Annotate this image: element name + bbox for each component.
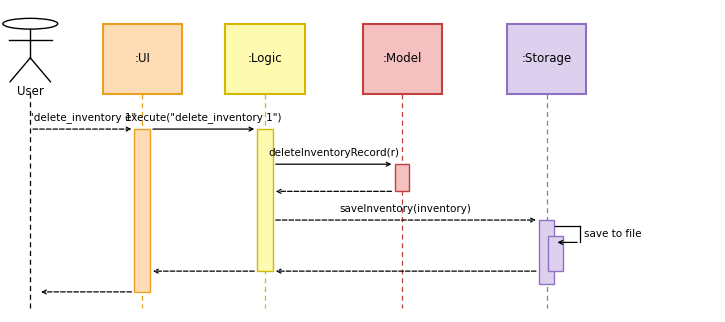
Text: :UI: :UI: [134, 52, 150, 65]
FancyBboxPatch shape: [134, 129, 150, 292]
Text: deleteInventoryRecord(r): deleteInventoryRecord(r): [268, 148, 399, 158]
FancyBboxPatch shape: [362, 24, 442, 94]
Text: execute("delete_inventory 1"): execute("delete_inventory 1"): [125, 112, 282, 123]
FancyBboxPatch shape: [548, 236, 563, 271]
Text: User: User: [17, 85, 44, 98]
FancyBboxPatch shape: [507, 24, 587, 94]
FancyBboxPatch shape: [225, 24, 304, 94]
Text: "delete_inventory 1": "delete_inventory 1": [29, 112, 136, 123]
FancyBboxPatch shape: [539, 220, 554, 284]
Text: save to file: save to file: [584, 229, 641, 240]
Text: :Model: :Model: [383, 52, 422, 65]
Text: :Logic: :Logic: [248, 52, 282, 65]
FancyBboxPatch shape: [257, 129, 273, 271]
Text: saveInventory(inventory): saveInventory(inventory): [340, 204, 472, 214]
FancyBboxPatch shape: [395, 164, 410, 191]
FancyBboxPatch shape: [102, 24, 182, 94]
Text: :Storage: :Storage: [521, 52, 572, 65]
